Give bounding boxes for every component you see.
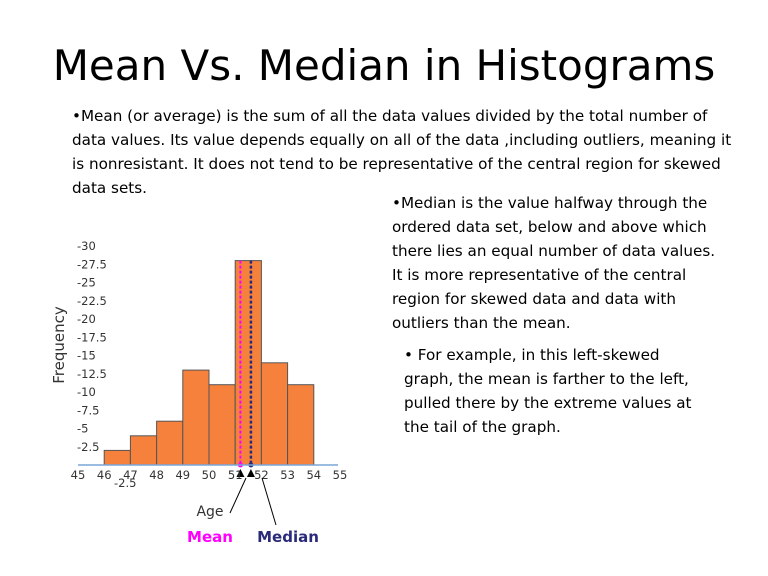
median-definition-text: •Median is the value halfway through the… [392, 194, 716, 332]
histogram-bar [129, 435, 158, 466]
y-tick-label: -5 [77, 422, 88, 436]
histogram-bar [182, 369, 210, 466]
y-tick-label: -2.5 [114, 476, 136, 490]
x-tick-label: 53 [280, 468, 295, 482]
y-tick-label: -17.5 [77, 330, 107, 344]
histogram-bar [260, 362, 289, 466]
x-axis-ticks: 45 46 47 48 49 50 51 52 53 54 55 [71, 468, 348, 482]
x-axis-label: Age [196, 504, 223, 520]
median-arrow [246, 469, 255, 477]
histogram-bars [103, 260, 315, 466]
y-tick-label: -30 [77, 239, 96, 253]
y-tick-label: -12.5 [77, 367, 107, 381]
slide-title: Mean Vs. Median in Histograms [52, 41, 716, 90]
y-tick-label: -25 [77, 276, 96, 290]
median-label: Median [257, 528, 319, 546]
x-tick-label: 54 [306, 468, 321, 482]
x-tick-label: 50 [202, 468, 217, 482]
y-tick-label: -2.5 [77, 440, 99, 454]
y-tick-label: -15 [77, 349, 96, 363]
histogram-chart: -2.5 -2.5 -5 -7.5 -10 -12.5 -15 -17.5 -20 -22.5 -2… [50, 239, 348, 546]
y-tick-label: -20 [77, 312, 96, 326]
histogram-bar [208, 384, 236, 466]
x-tick-label: 49 [175, 468, 190, 482]
mean-label: Mean [187, 528, 233, 546]
y-tick-label: -7.5 [77, 403, 99, 417]
x-tick-label: 45 [71, 468, 86, 482]
mean-arrow [236, 469, 245, 477]
histogram-bar [103, 449, 131, 466]
x-tick-label: 52 [254, 468, 269, 482]
x-tick-label: 48 [149, 468, 164, 482]
x-tick-label: 55 [333, 468, 348, 482]
y-axis-label: Frequency [50, 306, 68, 384]
y-tick-label: -10 [77, 385, 96, 399]
x-tick-label: 51 [228, 468, 243, 482]
mean-definition-text: •Mean (or average) is the sum of all the… [72, 107, 732, 197]
histogram-bar [234, 260, 262, 466]
y-tick-label: -22.5 [77, 294, 107, 308]
y-tick-label: -27.5 [77, 257, 107, 271]
example-text: • For example, in this left-skewed graph… [404, 346, 692, 436]
x-tick-label: 47 [123, 468, 138, 482]
median-pointer-line [261, 477, 277, 526]
histogram-bar [156, 420, 184, 466]
central-tendency-markers [236, 260, 255, 477]
y-axis-ticks: -2.5 -2.5 -5 -7.5 -10 -12.5 -15 -17.5 -20 -22.5 -2… [77, 239, 136, 490]
histogram-bar [287, 384, 315, 466]
mean-pointer-line [229, 477, 247, 514]
x-tick-label: 46 [97, 468, 112, 482]
